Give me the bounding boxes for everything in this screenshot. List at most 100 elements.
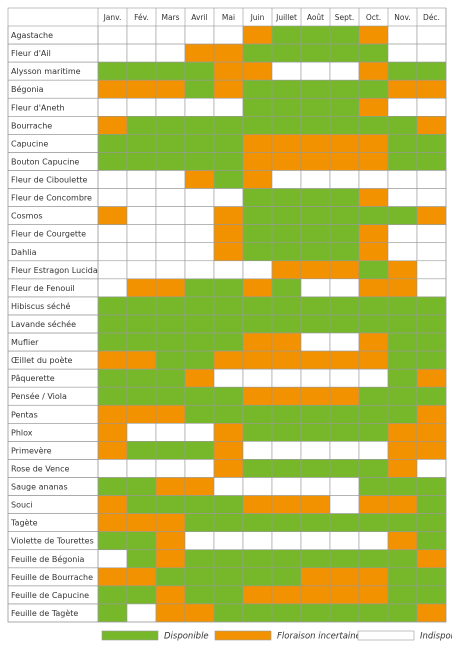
- cell: [97, 116, 128, 135]
- cell: [213, 43, 244, 63]
- cell: [184, 332, 215, 352]
- row-name: Muflier: [11, 338, 39, 347]
- cell: [184, 386, 215, 406]
- row-name: Violette de Tourettes: [11, 537, 94, 546]
- row-name: Sauge ananas: [11, 483, 68, 492]
- cell: [213, 423, 244, 442]
- cell: [358, 79, 389, 99]
- cell: [416, 61, 447, 81]
- cell: [155, 549, 186, 569]
- cell: [242, 477, 273, 496]
- cell: [329, 531, 360, 551]
- row-name: Fleur de Ciboulette: [11, 176, 87, 185]
- cell: [213, 350, 244, 370]
- cell: [184, 206, 215, 225]
- cell: [300, 25, 331, 45]
- cell: [126, 567, 157, 587]
- cell: [155, 188, 186, 207]
- row-name: Rose de Vence: [11, 464, 70, 473]
- cell: [300, 531, 331, 551]
- cell: [242, 459, 273, 478]
- cell: [213, 97, 244, 117]
- legend-label: Floraison incertaine: [277, 632, 361, 642]
- cell: [213, 170, 244, 189]
- cell: [97, 477, 128, 496]
- cell: [358, 61, 389, 81]
- cell: [184, 43, 215, 63]
- cell: [242, 79, 273, 99]
- row-name: Tagète: [10, 518, 38, 528]
- row-name: Hibiscus séché: [11, 301, 70, 311]
- cell: [155, 260, 186, 280]
- cell: [155, 477, 186, 496]
- cell: [300, 441, 331, 460]
- cell: [184, 495, 215, 514]
- cell: [387, 495, 418, 514]
- cell: [271, 97, 302, 117]
- cell: [329, 585, 360, 605]
- cell: [329, 567, 360, 587]
- cell: [329, 332, 360, 352]
- cell: [300, 61, 331, 81]
- cell: [242, 585, 273, 605]
- cell: [271, 188, 302, 207]
- legend-swatch: [214, 630, 272, 641]
- cell: [97, 61, 128, 81]
- cell: [329, 495, 360, 514]
- cell: [329, 314, 360, 334]
- cell: [213, 404, 244, 424]
- cell: [416, 332, 447, 352]
- cell: [213, 585, 244, 605]
- cell: [416, 152, 447, 171]
- cell: [358, 567, 389, 587]
- cell: [416, 296, 447, 316]
- cell: [97, 368, 128, 388]
- cell: [242, 152, 273, 171]
- cell: [416, 386, 447, 406]
- cell: [184, 513, 215, 532]
- cell: [358, 134, 389, 153]
- cell: [387, 116, 418, 135]
- row-name: Lavande séchée: [11, 319, 76, 329]
- cell: [387, 97, 418, 117]
- cell: [184, 314, 215, 334]
- cell: [271, 242, 302, 262]
- cell: [242, 368, 273, 388]
- cell: [242, 224, 273, 244]
- cell: [271, 134, 302, 153]
- cell: [271, 152, 302, 171]
- month-header: Juillet: [275, 13, 297, 22]
- cell: [271, 585, 302, 605]
- cell: [97, 79, 128, 99]
- cell: [97, 260, 128, 280]
- row-name: Capucine: [11, 139, 48, 148]
- cell: [155, 350, 186, 370]
- cell: [358, 386, 389, 406]
- cell: [300, 332, 331, 352]
- cell: [213, 134, 244, 153]
- month-header: Avril: [191, 13, 207, 22]
- cell: [213, 459, 244, 478]
- cell: [358, 25, 389, 45]
- cell: [416, 585, 447, 605]
- cell: [97, 134, 128, 153]
- cell: [387, 224, 418, 244]
- cell: [126, 332, 157, 352]
- cell: [387, 296, 418, 316]
- row-name: Fleur de Courgette: [11, 230, 86, 239]
- cell: [387, 386, 418, 406]
- cell: [358, 188, 389, 207]
- cell: [184, 152, 215, 171]
- cell: [300, 188, 331, 207]
- cell: [416, 79, 447, 99]
- legend-label: Disponible: [164, 632, 209, 642]
- cell: [155, 459, 186, 478]
- cell: [416, 206, 447, 225]
- cell: [155, 43, 186, 63]
- cell: [184, 585, 215, 605]
- cell: [155, 116, 186, 135]
- cell: [97, 152, 128, 171]
- cell: [213, 368, 244, 388]
- cell: [184, 278, 215, 298]
- cell: [97, 549, 128, 569]
